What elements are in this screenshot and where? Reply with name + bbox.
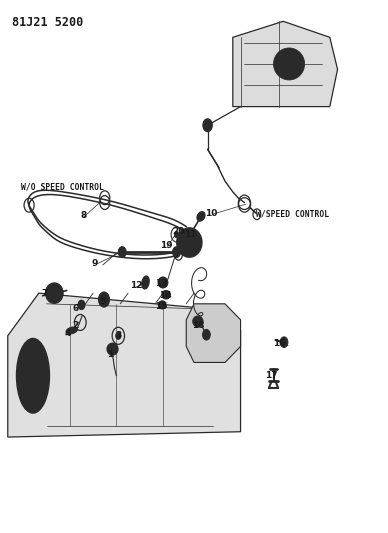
Ellipse shape [193, 316, 203, 327]
Text: 8: 8 [80, 212, 87, 220]
Ellipse shape [279, 53, 299, 75]
Text: 12: 12 [130, 281, 142, 289]
Text: 9: 9 [92, 260, 98, 268]
Circle shape [280, 337, 288, 348]
Ellipse shape [162, 290, 170, 299]
Ellipse shape [177, 228, 202, 257]
Text: 6: 6 [73, 304, 79, 312]
Text: 17: 17 [265, 372, 278, 380]
Ellipse shape [27, 363, 39, 389]
Circle shape [173, 247, 180, 257]
Text: 2: 2 [73, 321, 79, 329]
Circle shape [109, 344, 116, 354]
Ellipse shape [181, 233, 197, 252]
Text: 5: 5 [100, 297, 106, 305]
Text: 7: 7 [42, 289, 48, 297]
Polygon shape [186, 304, 241, 362]
Ellipse shape [142, 276, 149, 289]
Text: 81J21 5200: 81J21 5200 [12, 16, 83, 29]
Text: 3: 3 [115, 332, 121, 340]
Text: 16: 16 [273, 340, 286, 348]
Circle shape [99, 292, 109, 307]
Circle shape [174, 231, 179, 238]
Text: 11: 11 [184, 230, 196, 239]
Ellipse shape [48, 287, 60, 300]
Text: 4: 4 [65, 329, 71, 337]
Polygon shape [8, 293, 241, 437]
Text: 20: 20 [172, 228, 185, 236]
Circle shape [116, 332, 121, 340]
Circle shape [203, 329, 210, 340]
Text: 18: 18 [192, 321, 204, 329]
Ellipse shape [107, 343, 118, 355]
Text: W/O SPEED CONTROL: W/O SPEED CONTROL [21, 182, 104, 191]
Ellipse shape [66, 327, 78, 334]
Circle shape [118, 247, 126, 257]
Ellipse shape [46, 283, 63, 303]
Polygon shape [233, 21, 338, 107]
Circle shape [159, 277, 167, 288]
Text: 13: 13 [155, 279, 167, 288]
Ellipse shape [16, 338, 50, 413]
Ellipse shape [21, 351, 45, 401]
Ellipse shape [158, 301, 166, 309]
Text: 19: 19 [161, 241, 173, 249]
Ellipse shape [197, 212, 205, 221]
Text: 10: 10 [205, 209, 218, 217]
Ellipse shape [158, 277, 168, 288]
Ellipse shape [274, 48, 305, 80]
Text: 14: 14 [159, 292, 171, 300]
Text: W/SPEED CONTROL: W/SPEED CONTROL [256, 210, 329, 219]
Circle shape [78, 300, 85, 310]
Circle shape [159, 301, 165, 309]
Circle shape [203, 119, 212, 132]
Text: 15: 15 [155, 302, 167, 311]
Circle shape [184, 235, 195, 251]
Text: 1: 1 [107, 350, 114, 359]
